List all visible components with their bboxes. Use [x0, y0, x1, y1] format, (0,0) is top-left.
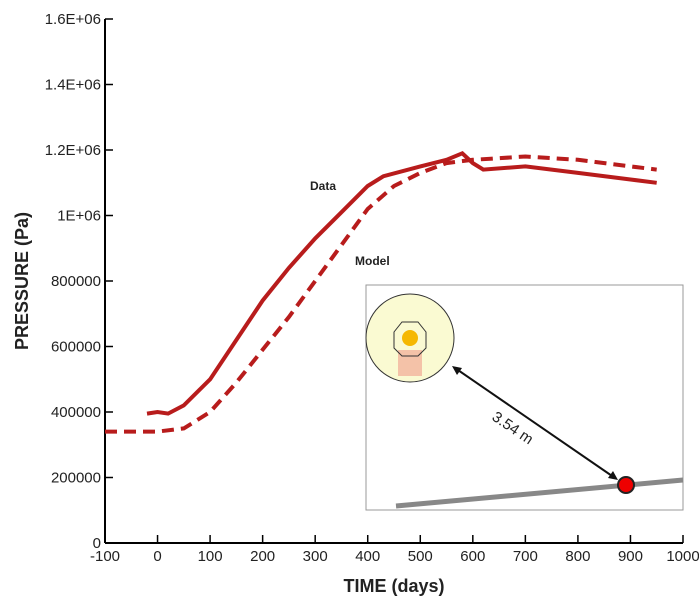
x-tick-label: -100	[90, 548, 120, 565]
x-tick-label: 500	[408, 548, 433, 565]
series-line	[146, 150, 657, 416]
well-core	[402, 330, 418, 346]
series-label: Model	[355, 254, 390, 268]
y-tick-label: 1.4E+06	[45, 77, 101, 94]
x-tick-label: 300	[303, 548, 328, 565]
x-tick-label: 800	[565, 548, 590, 565]
x-tick-label: 100	[198, 548, 223, 565]
x-tick-label: 400	[355, 548, 380, 565]
point-marker	[617, 476, 635, 494]
distance-arrow	[454, 367, 616, 479]
y-tick-label: 1.2E+06	[45, 142, 101, 159]
y-tick-label: 400000	[51, 404, 101, 421]
well-zone	[398, 350, 422, 376]
series-line	[105, 154, 657, 434]
well-outline	[393, 321, 427, 357]
y-tick-label: 1.6E+06	[45, 11, 101, 28]
y-tick-label: 0	[93, 535, 101, 552]
x-tick-label: 900	[618, 548, 643, 565]
x-tick-label: 1000	[666, 548, 699, 565]
x-axis-title: TIME (days)	[343, 576, 444, 596]
y-tick-label: 800000	[51, 273, 101, 290]
inset: 3.54 m	[365, 284, 684, 511]
x-tick-label: 0	[153, 548, 161, 565]
y-tick-label: 600000	[51, 339, 101, 356]
y-tick-label: 200000	[51, 470, 101, 487]
well-line	[395, 477, 684, 509]
x-tick-label: 700	[513, 548, 538, 565]
y-axis-title: PRESSURE (Pa)	[12, 212, 32, 350]
y-tick-label: 1E+06	[57, 208, 101, 225]
arrow-head	[452, 366, 462, 375]
x-tick-label: 600	[460, 548, 485, 565]
x-tick-label: 200	[250, 548, 275, 565]
arrow-head	[608, 471, 618, 480]
series-label: Data	[310, 179, 336, 193]
